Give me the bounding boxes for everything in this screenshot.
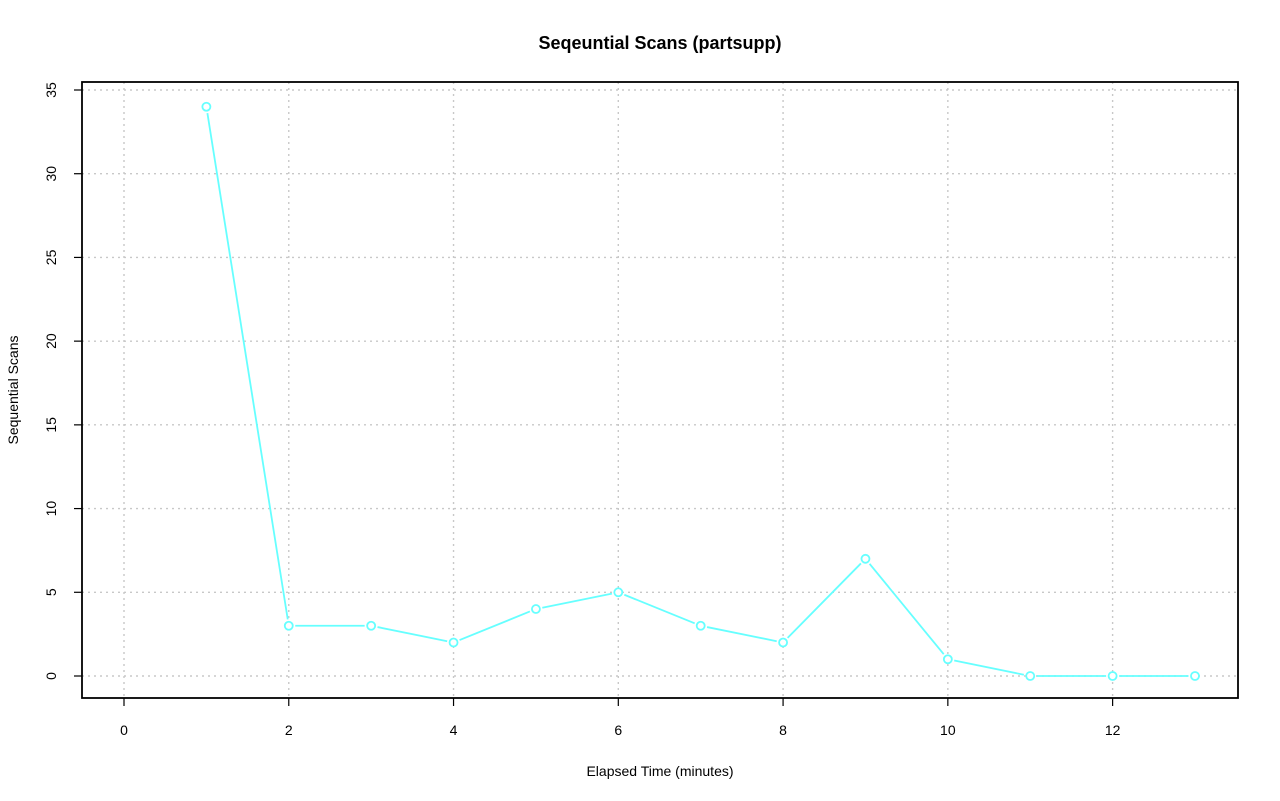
data-point-marker (695, 620, 706, 631)
y-tick-label: 20 (43, 333, 59, 349)
data-point-marker (1190, 671, 1200, 681)
series-line-segment (786, 562, 862, 639)
x-tick-label: 8 (779, 722, 787, 738)
y-tick-label: 10 (43, 501, 59, 517)
plot-frame (81, 81, 1239, 699)
data-point-marker (531, 604, 541, 614)
data-point-marker (366, 620, 377, 631)
grid-lines (82, 82, 1238, 698)
series-line-segment (868, 563, 945, 655)
data-point-marker (1107, 671, 1118, 681)
x-tick-label: 12 (1105, 722, 1121, 738)
data-point-marker (1025, 671, 1036, 681)
x-tick-label: 2 (285, 722, 293, 738)
series-line-segment (706, 626, 777, 643)
data-point-marker (201, 101, 212, 112)
series-line-segment (459, 610, 531, 641)
y-tick-label: 25 (43, 249, 59, 265)
y-tick-label: 0 (43, 672, 59, 680)
y-tick-label: 15 (43, 417, 59, 433)
y-tick-label: 5 (43, 588, 59, 596)
y-tick-label: 30 (43, 166, 59, 182)
data-point-marker (283, 620, 294, 631)
series-line-segment (954, 659, 1025, 676)
series-line-segment (206, 113, 289, 620)
x-tick-label: 6 (614, 722, 622, 738)
x-axis-label: Elapsed Time (minutes) (586, 763, 733, 779)
data-point-marker (613, 587, 624, 598)
y-tick-label: 35 (43, 82, 59, 98)
y-axis: 0 5 10 15 20 25 30 35 (43, 82, 82, 680)
x-tick-label: 4 (450, 722, 458, 738)
data-point-marker (448, 637, 459, 648)
x-tick-label: 10 (940, 722, 956, 738)
series-line-segment (377, 626, 448, 643)
x-axis: 0 2 4 6 8 10 12 (120, 698, 1121, 738)
data-point-marker (778, 637, 788, 648)
y-axis-label: Sequential Scans (5, 336, 21, 445)
series-line-segment (623, 593, 696, 625)
chart-title: Seqeuntial Scans (partsupp) (538, 33, 781, 53)
data-point-marker (942, 654, 953, 665)
x-tick-label: 0 (120, 722, 128, 738)
data-point-marker (860, 553, 871, 564)
series-layer (201, 101, 1200, 681)
series-line-segment (542, 592, 613, 609)
